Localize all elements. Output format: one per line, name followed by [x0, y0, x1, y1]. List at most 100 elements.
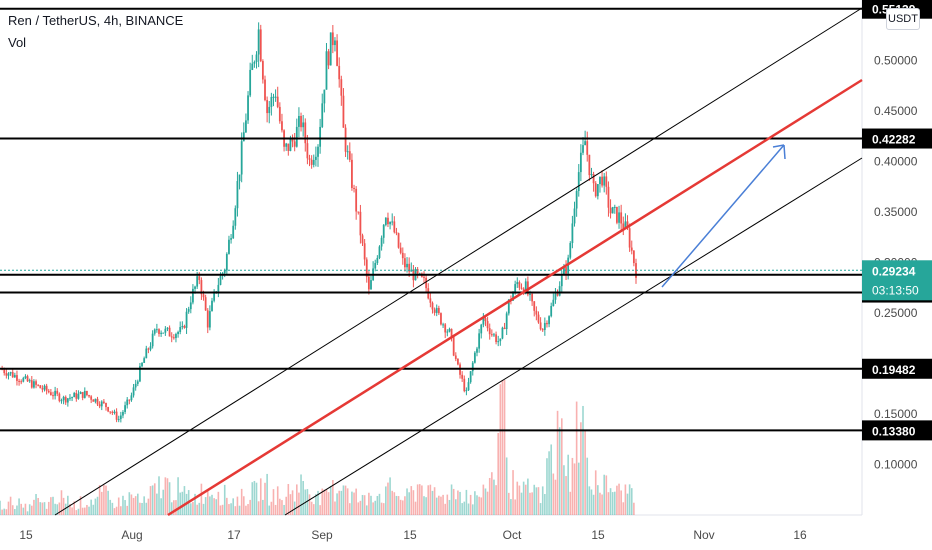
candle-body [514, 284, 517, 294]
volume-bar [418, 484, 421, 515]
projection-arrow-head [772, 144, 785, 148]
candle-body [554, 293, 557, 300]
candle-body [143, 358, 146, 363]
candle-body [134, 383, 137, 388]
volume-bar [370, 495, 372, 515]
currency-button[interactable]: USDT [886, 8, 920, 30]
bar-countdown: 03:13:50 [872, 283, 919, 297]
candle-body [380, 237, 383, 247]
volume-bar [541, 486, 544, 515]
candle-body [560, 274, 563, 287]
candle-body [488, 328, 491, 335]
volume-bar [45, 508, 48, 515]
candle-body [66, 398, 69, 403]
candle-body [463, 378, 466, 392]
volume-bar [164, 477, 167, 515]
volume-bar [505, 457, 508, 515]
volume-bar [533, 484, 536, 515]
volume-bar [455, 499, 457, 515]
candle-body [30, 380, 33, 388]
candle-body [478, 333, 481, 349]
volume-bar [552, 473, 555, 515]
volume-bar [141, 502, 143, 515]
volume-bar [126, 505, 128, 515]
volume-bar [592, 494, 595, 515]
last-price-tag [862, 260, 932, 301]
projection-arrow-head [783, 144, 786, 160]
volume-bar [382, 503, 385, 515]
volume-bar [522, 481, 525, 515]
candle-body [586, 141, 589, 155]
volume-bar [329, 485, 332, 515]
volume-bar [9, 496, 12, 515]
candle-body [616, 206, 618, 223]
volume-bar [281, 500, 283, 515]
candle-body [590, 174, 593, 176]
candle-body [37, 384, 40, 386]
volume-bar [459, 491, 461, 515]
x-tick-label: Sep [311, 528, 333, 542]
volume-bar [321, 488, 324, 515]
candle-body [435, 307, 438, 313]
volume-bar [431, 490, 434, 515]
candle-body [196, 276, 199, 287]
candle-body [387, 217, 389, 225]
volume-bar [467, 503, 470, 515]
volume-bar [590, 489, 593, 515]
volume-bar [414, 501, 417, 515]
volume-bar [448, 499, 451, 515]
candle-body [556, 293, 559, 296]
volume-bar [204, 497, 207, 515]
volume-bar [325, 489, 328, 515]
volume-bar [16, 505, 18, 515]
candle-body [94, 398, 97, 402]
candle-body [41, 388, 44, 390]
volume-bar [5, 509, 8, 515]
candle-body [389, 221, 391, 225]
volume-bar [240, 488, 243, 515]
volume-bar [54, 503, 56, 515]
candle-body [170, 336, 173, 338]
candle-body [24, 376, 27, 379]
volume-bar [469, 494, 472, 515]
volume-bar [81, 507, 84, 515]
candle-body [363, 243, 366, 260]
volume-bar [399, 499, 402, 515]
candle-body [228, 239, 230, 254]
candle-body [376, 257, 379, 264]
volume-bar [323, 489, 326, 515]
volume-bar [395, 495, 398, 515]
volume-bar [223, 484, 226, 515]
candle-body [423, 276, 425, 278]
candle-body [370, 280, 372, 290]
candle-body [448, 328, 451, 332]
volume-bar [620, 490, 622, 515]
volume-bar [37, 497, 39, 515]
candle-body [183, 325, 186, 328]
volume-bar [268, 505, 271, 515]
volume-bar [173, 500, 175, 515]
volume-bar [96, 496, 99, 515]
volume-bar [158, 476, 160, 515]
candle-body [177, 331, 179, 335]
volume-bar [183, 486, 186, 515]
candle-body [382, 224, 385, 238]
candle-body [194, 286, 196, 289]
candle-body [348, 151, 351, 160]
candle-body [461, 374, 464, 379]
candle-body [613, 206, 616, 208]
candle-body [122, 411, 124, 416]
candle-body [408, 263, 411, 272]
volume-bar [35, 494, 37, 515]
volume-bar [139, 502, 141, 515]
volume-bar [156, 493, 158, 515]
candle-body [5, 373, 8, 376]
candle-body [503, 327, 506, 330]
candle-body [219, 276, 222, 285]
candle-body [632, 250, 635, 264]
candle-body [60, 400, 63, 402]
volume-bar [179, 492, 181, 515]
candle-body [287, 143, 290, 151]
